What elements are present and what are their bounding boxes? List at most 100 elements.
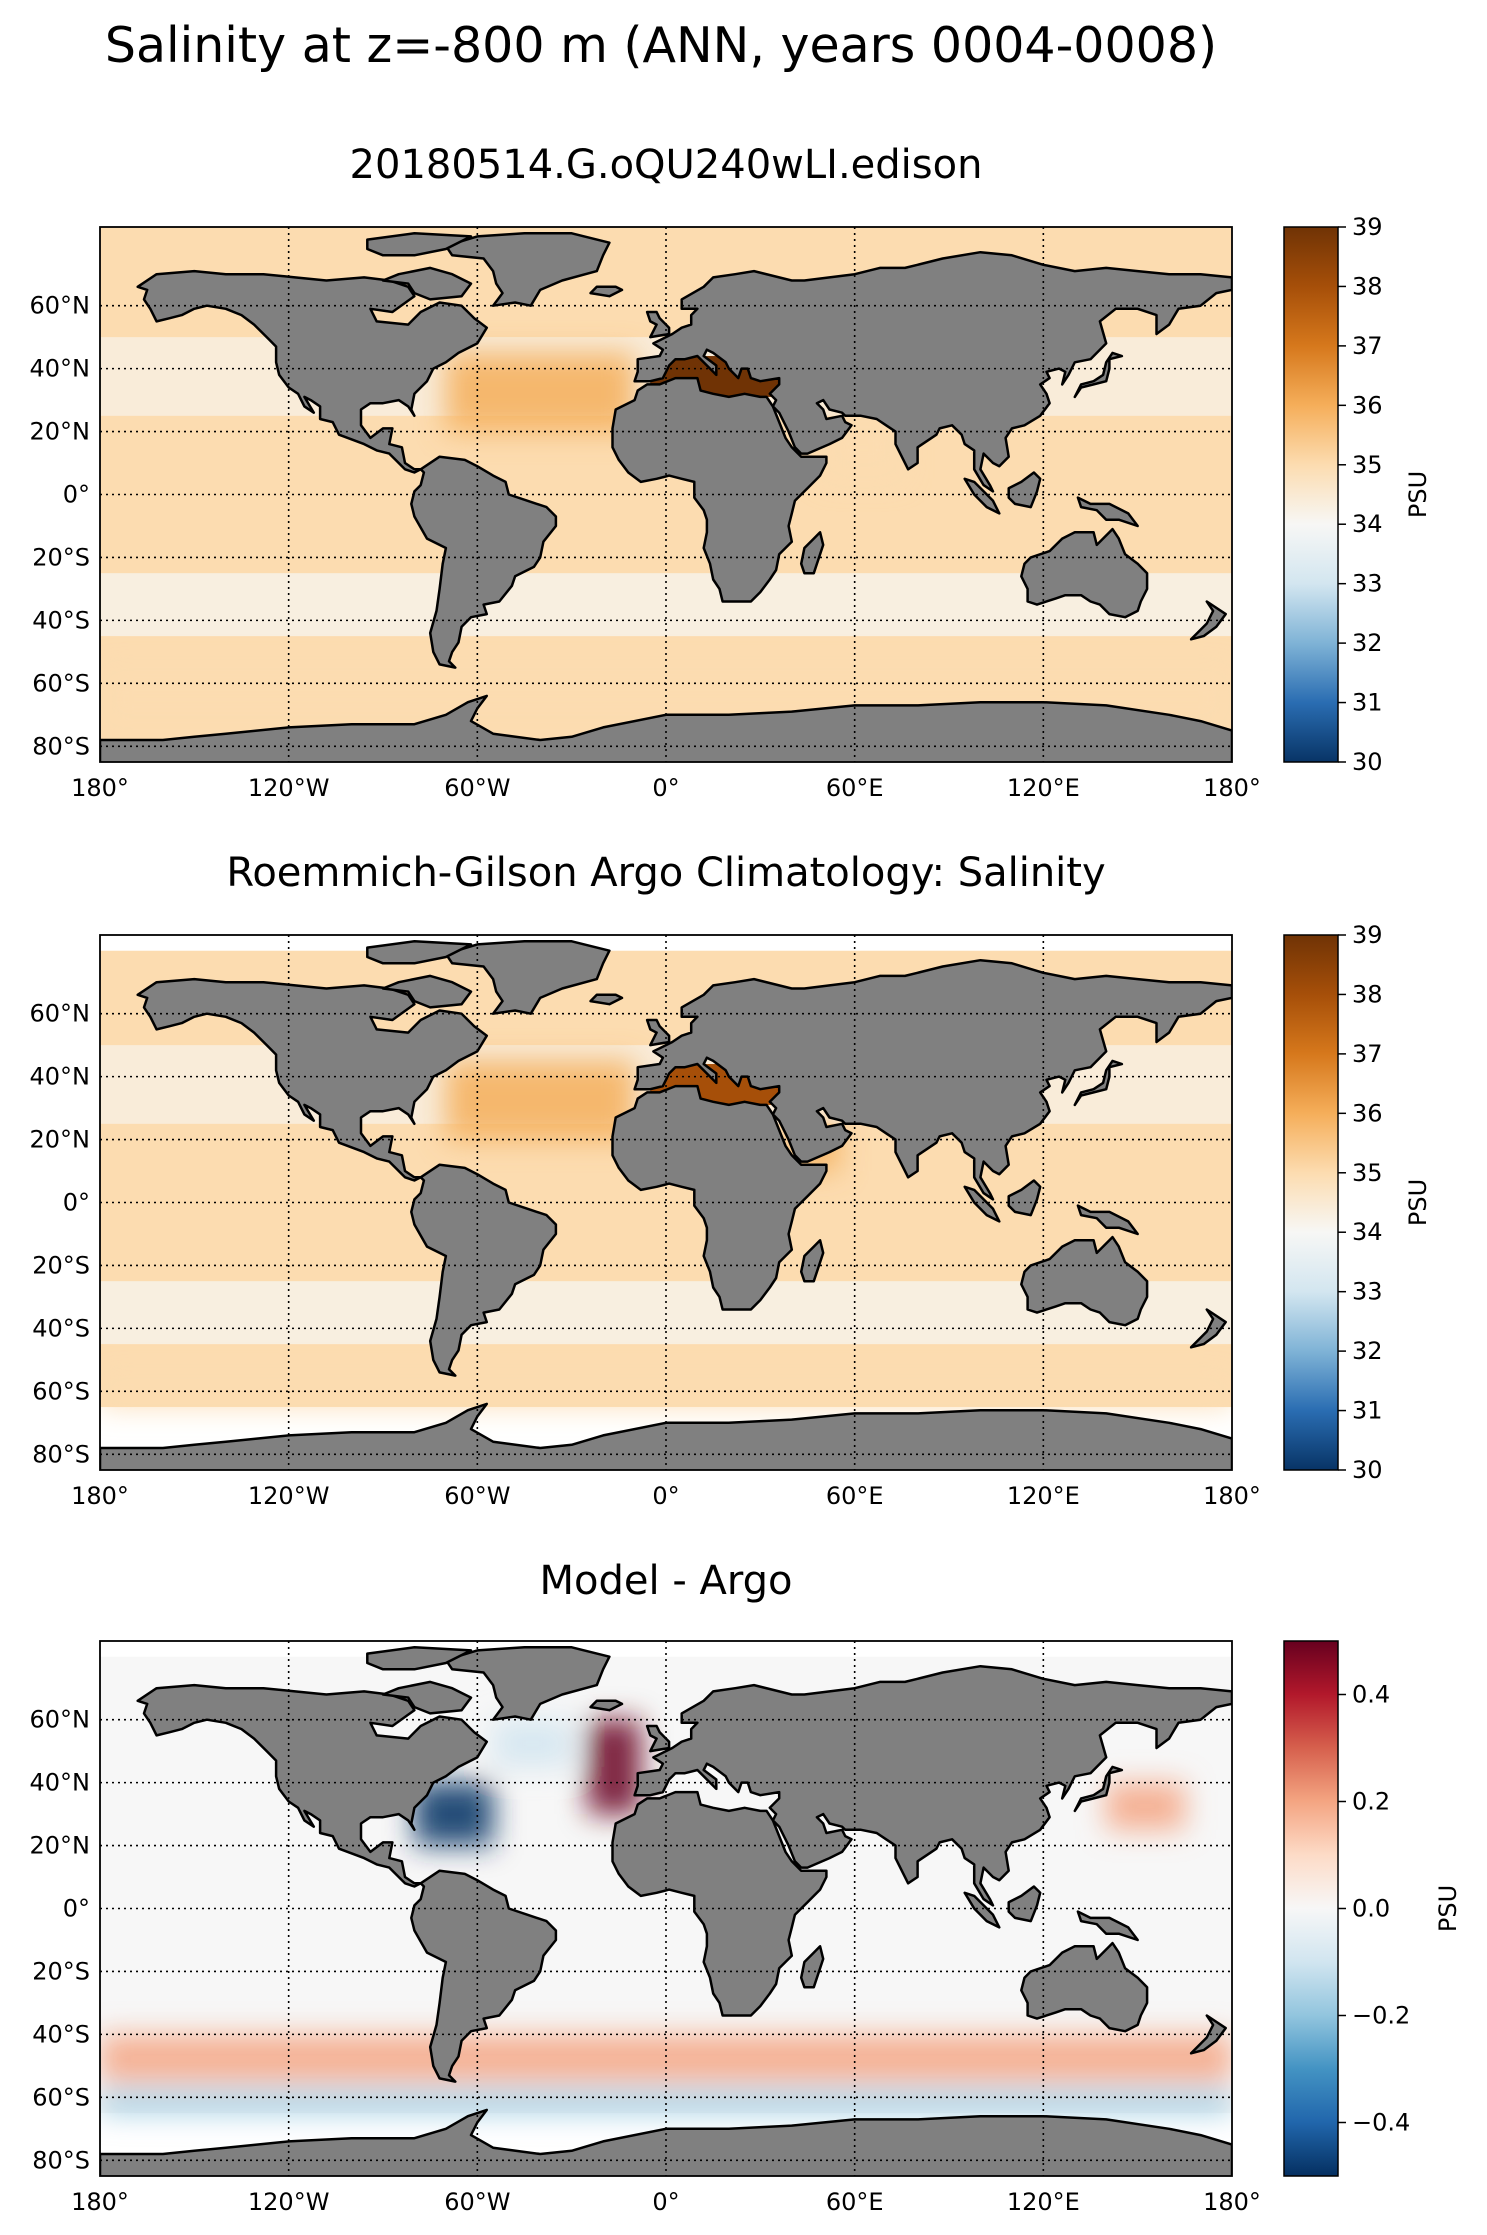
colorbar-tick-label: 0.2 — [1352, 1788, 1390, 1816]
lon-tick-label: 180° — [1203, 1482, 1261, 1510]
land-ellesmere — [366, 1646, 473, 1671]
lat-tick-label: 60°N — [30, 292, 91, 320]
land-newGuinea — [1076, 496, 1139, 528]
colorbar-tick-label: 33 — [1352, 570, 1383, 598]
land-newZealand — [1189, 1308, 1227, 1349]
map-frame — [99, 934, 1233, 1471]
colorbar-label: PSU — [1404, 1179, 1432, 1226]
region-subtropical-north-atlantic — [445, 352, 635, 432]
land-japan — [1073, 1059, 1124, 1107]
lat-tick-label: 60°N — [30, 1000, 91, 1028]
colorbar-tick-label: 31 — [1352, 1397, 1383, 1425]
colorbar: −0.4 −0.2 0.0 0.2 0.4 PSU — [1283, 1640, 1462, 2177]
land-africa — [611, 1084, 828, 1311]
land-sumatra — [963, 1891, 1001, 1929]
land-northAmerica — [136, 977, 489, 1182]
lon-tick-label: 0° — [652, 1482, 679, 1510]
land-sumatra — [963, 477, 1001, 515]
lon-tick-label: 120°E — [1007, 774, 1080, 802]
colorbar-tick-label: 37 — [1352, 1040, 1383, 1068]
lat-tick-label: 60°N — [30, 1706, 91, 1734]
panels: 20180514.G.oQU240wLI.edison 180° 120°W 60°W… — [30, 142, 1463, 2216]
lon-tick-label: 60°E — [826, 2188, 884, 2216]
lat-tick-label: 60°S — [32, 669, 90, 697]
land-greenland — [444, 940, 611, 1015]
lon-tick-label: 60°W — [444, 2188, 510, 2216]
land-northAmerica — [136, 269, 489, 474]
land-africa — [611, 376, 828, 603]
colorbar-tick-label: 35 — [1352, 451, 1383, 479]
land-australia — [1020, 1235, 1149, 1327]
land-madagascar — [799, 1239, 825, 1283]
colorbar-tick-label: 33 — [1352, 1278, 1383, 1306]
lat-tick-label: 20°S — [32, 1251, 90, 1279]
lon-tick-label: 120°W — [248, 2188, 330, 2216]
lon-tick-label: 60°W — [444, 1482, 510, 1510]
land-iceland — [589, 1699, 624, 1712]
region-subtropical-north-atlantic — [445, 1060, 635, 1140]
colorbar-tick-label: 35 — [1352, 1159, 1383, 1187]
lon-tick-label: 180° — [71, 774, 129, 802]
map-panel-2: Model - Argo 180° 120°W 60°W 0° 60°E 120°E 180°… — [30, 1558, 1463, 2216]
colorbar-label: PSU — [1404, 471, 1432, 518]
gridlines — [100, 1641, 1232, 2176]
colorbar-tick-label: −0.4 — [1352, 2109, 1410, 2137]
colorbar-tick-label: −0.2 — [1352, 2002, 1410, 2030]
lon-tick-label: 180° — [71, 2188, 129, 2216]
colorbar-tick-label: 0.0 — [1352, 1895, 1390, 1923]
land-greatBritain — [645, 310, 671, 339]
panel-title: 20180514.G.oQU240wLI.edison — [350, 142, 983, 188]
lon-tick-label: 180° — [71, 1482, 129, 1510]
lat-tick-label: 0° — [63, 1895, 90, 1923]
land-southAmerica — [410, 1869, 558, 2083]
lon-tick-label: 180° — [1203, 774, 1261, 802]
land-baffin — [381, 974, 473, 1009]
land-newGuinea — [1076, 1910, 1139, 1942]
land-newZealand — [1189, 600, 1227, 641]
region-mediterranean-outflow — [587, 1719, 641, 1815]
lon-tick-label: 0° — [652, 2188, 679, 2216]
lon-tick-label: 60°E — [826, 1482, 884, 1510]
lat-tick-label: 60°S — [32, 1377, 90, 1405]
land-greatBritain — [645, 1018, 671, 1047]
map-panel-0: 20180514.G.oQU240wLI.edison 180° 120°W 60°W… — [30, 142, 1433, 802]
map-frame — [99, 226, 1233, 763]
land-eurasia — [633, 958, 1232, 1201]
land-mask — [100, 940, 1232, 1470]
region-kuroshio — [1106, 1782, 1185, 1830]
land-australia — [1020, 1941, 1149, 2033]
land-borneo — [1007, 1885, 1042, 1923]
land-eurasia — [633, 1664, 1232, 1907]
land-ellesmere — [366, 940, 473, 965]
colorbar-tick-label: 30 — [1352, 748, 1383, 776]
colorbar-tick-label: 32 — [1352, 629, 1383, 657]
lat-tick-label: 40°N — [30, 355, 91, 383]
lat-tick-label: 40°S — [32, 1314, 90, 1342]
colorbar-tick-label: 37 — [1352, 332, 1383, 360]
region-north-atlantic-subpolar — [493, 1719, 572, 1767]
land-borneo — [1007, 1179, 1042, 1217]
colorbar-tick-label: 32 — [1352, 1337, 1383, 1365]
land-newZealand — [1189, 2014, 1227, 2055]
colorbar-tick-label: 38 — [1352, 272, 1383, 300]
lat-tick-label: 20°N — [30, 418, 91, 446]
gridlines — [100, 227, 1232, 762]
land-northAmerica — [136, 1683, 489, 1888]
colorbar-tick-label: 39 — [1352, 921, 1383, 949]
gridlines — [100, 935, 1232, 1470]
lon-tick-label: 180° — [1203, 2188, 1261, 2216]
lat-tick-label: 80°S — [32, 1440, 90, 1468]
colorbar-tick-label: 0.4 — [1352, 1681, 1390, 1709]
land-southAmerica — [410, 1163, 558, 1377]
colorbar-ramp — [1283, 226, 1339, 763]
lon-tick-label: 60°W — [444, 774, 510, 802]
land-ellesmere — [366, 232, 473, 257]
lat-tick-label: 20°S — [32, 543, 90, 571]
colorbar-tick-label: 36 — [1352, 1099, 1383, 1127]
land-greenland — [444, 1646, 611, 1721]
land-africa — [611, 1790, 828, 2017]
land-borneo — [1007, 471, 1042, 509]
lat-tick-label: 40°N — [30, 1769, 91, 1797]
land-iceland — [589, 285, 624, 298]
